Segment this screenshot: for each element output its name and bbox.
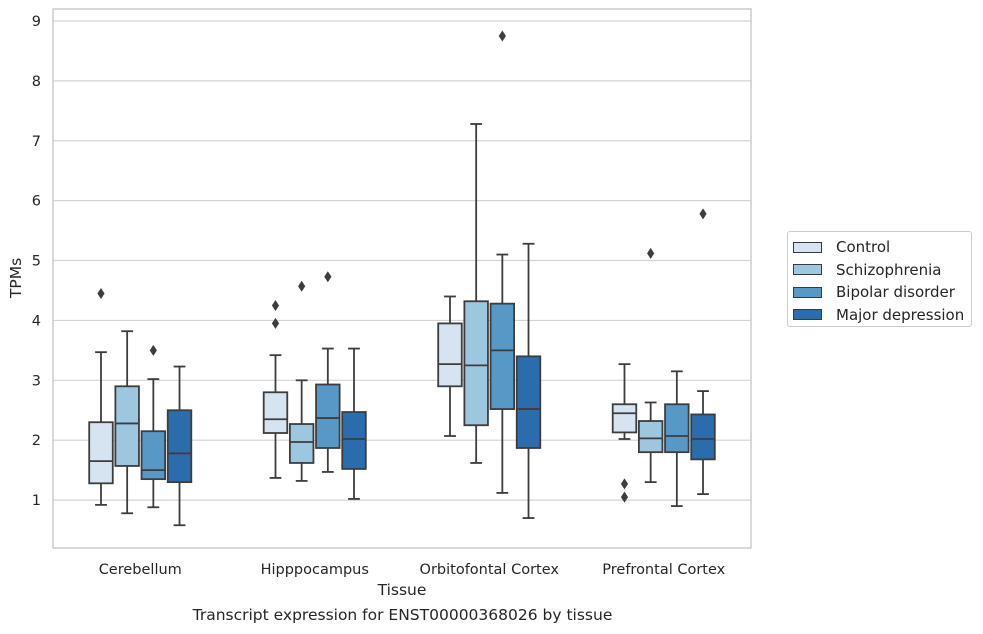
- y-tick-label: 2: [32, 433, 41, 449]
- box-2-2: [489, 30, 516, 494]
- outlier-point: [298, 280, 306, 292]
- box-iqr: [611, 403, 638, 434]
- y-axis-label: TPMs: [7, 258, 25, 299]
- box-3-2: [664, 370, 690, 507]
- y-tick-label: 9: [32, 14, 41, 30]
- box-2-0: [437, 295, 463, 437]
- box-0-2: [140, 344, 167, 509]
- outlier-point: [324, 271, 332, 283]
- legend-item: Schizophrenia: [793, 259, 971, 282]
- box-2-1: [463, 123, 489, 464]
- chart-caption: Transcript expression for ENST0000036802…: [192, 606, 613, 624]
- box-1-2: [315, 271, 341, 473]
- x-tick-label: Hipppocampus: [261, 562, 369, 578]
- box-iqr: [515, 355, 542, 449]
- x-tick-label: Prefrontal Cortex: [602, 562, 725, 578]
- outlier-point: [647, 247, 655, 259]
- box-0-1: [114, 330, 140, 515]
- outlier-point: [498, 30, 506, 42]
- box-iqr: [437, 322, 463, 388]
- y-tick-label: 4: [32, 313, 41, 329]
- box-0-0: [88, 287, 114, 506]
- x-axis-label: Tissue: [377, 581, 427, 599]
- outlier-point: [620, 491, 629, 503]
- y-tick-label: 7: [32, 134, 41, 150]
- y-tick-label: 1: [32, 493, 41, 509]
- box-1-0: [262, 299, 289, 479]
- box-1-1: [288, 280, 315, 482]
- box-iqr: [637, 420, 664, 454]
- box-3-0: [611, 363, 638, 503]
- legend-item: Bipolar disorder: [793, 281, 971, 304]
- legend-item: Control: [793, 236, 971, 259]
- box-iqr: [88, 421, 114, 485]
- y-tick-label: 6: [32, 194, 41, 210]
- legend-swatch: [793, 286, 822, 298]
- box-2-3: [515, 242, 542, 519]
- y-tick-label: 5: [32, 254, 41, 270]
- box-3-1: [637, 247, 664, 484]
- box-iqr: [288, 423, 315, 464]
- legend-swatch: [793, 309, 822, 321]
- box-1-3: [341, 347, 367, 500]
- box-iqr: [166, 409, 193, 484]
- y-tick-label: 8: [32, 74, 41, 90]
- box-iqr: [341, 411, 367, 470]
- box-iqr: [140, 430, 167, 481]
- outlier-point: [620, 478, 629, 490]
- box-iqr: [664, 403, 690, 454]
- legend-label: Control: [836, 238, 891, 257]
- outlier-point: [699, 208, 707, 220]
- x-tick-label: Orbitofontal Cortex: [420, 562, 560, 578]
- legend-label: Schizophrenia: [836, 260, 942, 279]
- box-iqr: [489, 302, 516, 410]
- outlier-point: [271, 317, 280, 329]
- outlier-point: [271, 299, 280, 311]
- y-tick-labels: 1 2 3 4 5 6 7 8 9: [32, 14, 41, 509]
- outlier-point: [149, 344, 157, 356]
- box-iqr: [114, 385, 140, 467]
- box-iqr: [262, 391, 289, 434]
- boxes: [88, 30, 716, 527]
- x-tick-label: Cerebellum: [99, 562, 182, 578]
- legend-item: Major depression: [793, 304, 971, 327]
- box-3-3: [690, 208, 716, 496]
- plot-frame: [52, 8, 752, 549]
- box-iqr: [315, 383, 341, 449]
- box-iqr: [690, 413, 716, 461]
- box-iqr: [463, 300, 489, 427]
- legend-label: Major depression: [836, 305, 965, 324]
- y-tick-label: 3: [32, 373, 41, 389]
- legend-swatch: [793, 241, 822, 253]
- box-0-3: [166, 365, 193, 527]
- outlier-point: [97, 287, 105, 299]
- x-tick-labels: Cerebellum Hipppocampus Orbitofontal Corte…: [99, 562, 726, 578]
- legend: Control Schizophrenia Bipolar disorder Majo…: [787, 231, 972, 327]
- legend-swatch: [793, 264, 822, 276]
- legend-label: Bipolar disorder: [836, 283, 955, 302]
